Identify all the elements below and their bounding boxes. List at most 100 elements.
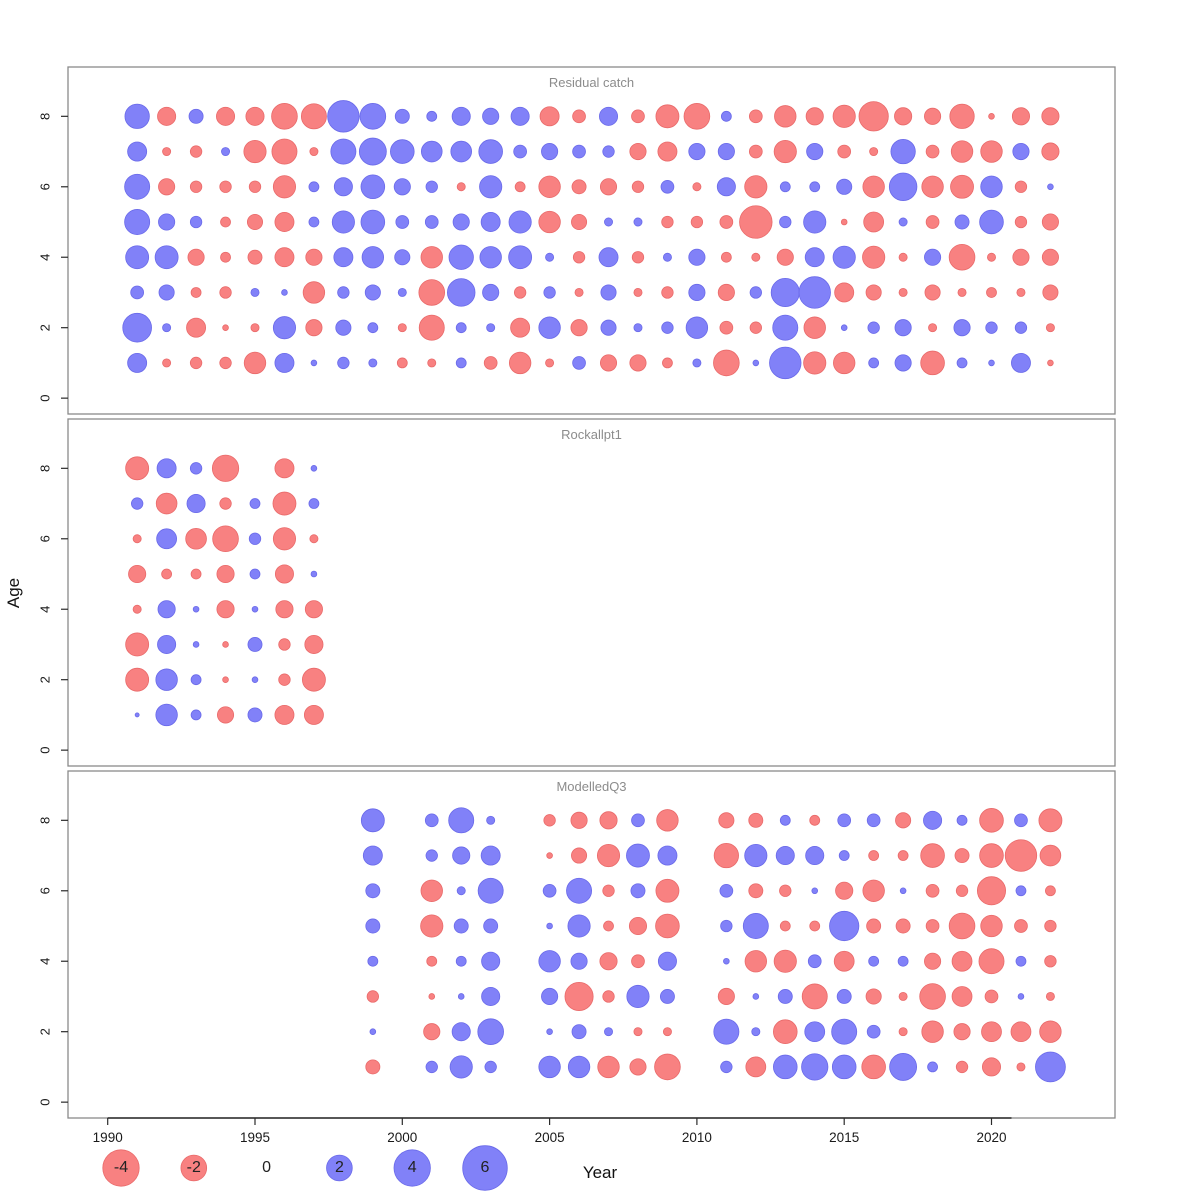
- y-tick-label: 8: [37, 113, 52, 120]
- bubble: [337, 286, 350, 299]
- bubble: [333, 177, 353, 197]
- bubble: [777, 989, 793, 1004]
- bubble: [274, 352, 295, 373]
- bubble: [125, 245, 150, 270]
- bubble: [304, 634, 324, 654]
- y-tick-label: 6: [37, 887, 52, 894]
- bubble: [923, 810, 943, 830]
- bubble: [541, 143, 559, 161]
- x-tick-label: 2005: [535, 1130, 565, 1145]
- bubble: [188, 108, 204, 124]
- bubble: [122, 312, 152, 343]
- bubble: [980, 914, 1003, 938]
- bubble: [125, 456, 150, 481]
- bubble: [449, 1055, 473, 1079]
- bubble: [275, 600, 294, 619]
- bubble: [829, 910, 860, 942]
- bubble: [801, 1053, 829, 1081]
- bubble: [807, 954, 822, 969]
- bubble: [720, 919, 733, 933]
- bubble: [833, 950, 855, 972]
- bubble: [633, 1027, 643, 1037]
- bubble: [158, 178, 176, 196]
- bubble: [309, 534, 319, 544]
- bubble: [744, 950, 767, 973]
- bubble: [395, 215, 410, 229]
- bubble: [480, 212, 501, 232]
- bubble: [744, 844, 768, 868]
- x-tick-label: 2010: [682, 1130, 712, 1145]
- bubble: [451, 1022, 471, 1042]
- bubble: [216, 600, 235, 619]
- bubble: [631, 180, 645, 193]
- bubble: [660, 179, 675, 194]
- bubble: [602, 884, 615, 897]
- bubble: [894, 107, 913, 126]
- bubble: [364, 284, 381, 301]
- bubble: [455, 955, 467, 967]
- legend-value-label: 2: [335, 1159, 344, 1176]
- bubble: [192, 605, 200, 613]
- bubble: [951, 986, 973, 1007]
- bubble: [895, 918, 911, 934]
- bubble: [365, 883, 381, 899]
- bubble: [248, 532, 262, 545]
- bubble: [278, 673, 291, 686]
- bubble: [452, 213, 470, 231]
- bubble: [719, 320, 734, 335]
- bubble: [897, 955, 909, 967]
- bubble: [920, 350, 945, 376]
- bubble: [862, 879, 885, 902]
- bubble: [803, 210, 827, 234]
- bubble: [192, 641, 200, 648]
- y-tick-label: 0: [37, 1099, 52, 1106]
- bubble: [629, 143, 647, 161]
- bubble: [748, 144, 763, 159]
- bubble: [217, 706, 235, 724]
- bubble: [772, 314, 799, 341]
- bubble: [543, 814, 556, 827]
- bubble: [1044, 955, 1057, 968]
- bubble: [661, 286, 674, 299]
- bubble: [281, 289, 288, 296]
- bubble: [801, 983, 828, 1010]
- bubble: [538, 316, 561, 339]
- bubble: [713, 842, 739, 869]
- legend-value-label: -2: [187, 1159, 201, 1176]
- legend-value-label: 4: [408, 1159, 417, 1176]
- bubble: [542, 883, 557, 898]
- bubble: [745, 1056, 767, 1078]
- bubble: [600, 284, 617, 301]
- bubble: [157, 634, 177, 654]
- bubble: [626, 843, 650, 868]
- bubble: [713, 349, 740, 377]
- bubble: [1014, 321, 1028, 334]
- bubble: [132, 534, 142, 544]
- bubble: [486, 323, 496, 333]
- bubble: [157, 106, 177, 126]
- y-tick-label: 2: [37, 1028, 52, 1035]
- bubble: [447, 278, 476, 307]
- bubble: [599, 952, 618, 971]
- bubble: [953, 319, 971, 337]
- bubble: [219, 356, 232, 370]
- bubble: [249, 568, 261, 580]
- bubble: [426, 955, 438, 967]
- bubble: [220, 251, 231, 263]
- bubble: [655, 878, 680, 903]
- bubble: [337, 356, 350, 370]
- bubble: [629, 1058, 647, 1076]
- bubble: [424, 813, 439, 828]
- bubble: [631, 813, 645, 828]
- bubble: [744, 175, 768, 199]
- bubble: [720, 251, 732, 263]
- bubble: [222, 641, 229, 648]
- legend-bubble: [393, 1149, 431, 1187]
- bubble: [186, 494, 206, 514]
- bubble: [304, 600, 323, 619]
- bubble: [155, 703, 178, 727]
- bubble: [510, 106, 530, 126]
- bubble: [567, 1055, 591, 1079]
- bubble: [457, 993, 465, 1000]
